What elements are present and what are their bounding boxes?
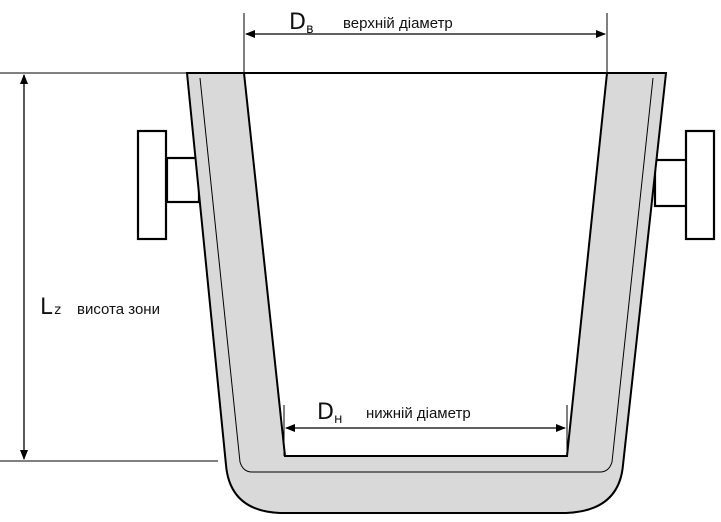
top-diameter-label: верхній діаметр <box>343 15 453 32</box>
top-diameter-symbol: Dв <box>289 10 314 37</box>
ladle-shell-line <box>199 77 654 473</box>
bottom-diameter-label: нижній діаметр <box>366 405 471 422</box>
bottom-diameter-symbol: Dн <box>317 400 342 427</box>
right-trunnion-flange <box>684 129 716 241</box>
left-trunnion <box>136 129 201 241</box>
ladle-lining <box>185 72 668 514</box>
right-trunnion <box>653 129 716 241</box>
right-trunnion-shaft <box>653 158 689 208</box>
left-trunnion-flange <box>136 129 168 241</box>
height-label: висота зони <box>77 301 160 318</box>
left-trunnion-shaft <box>165 156 201 204</box>
